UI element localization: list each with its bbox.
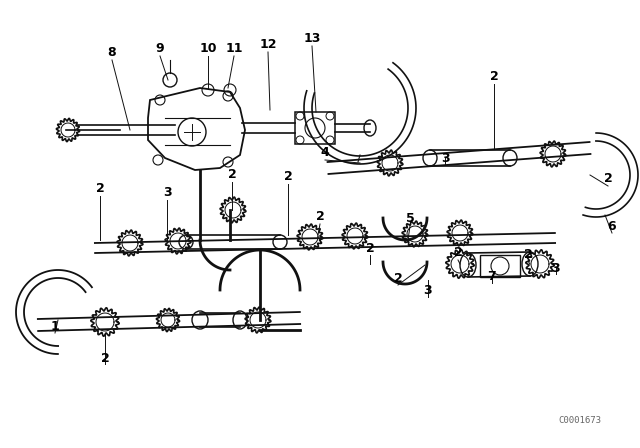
Text: 2: 2 [284, 169, 292, 182]
Text: 2: 2 [604, 172, 612, 185]
Text: 4: 4 [321, 146, 330, 159]
Text: 7: 7 [488, 270, 497, 283]
Text: 9: 9 [156, 42, 164, 55]
Text: 3: 3 [424, 284, 432, 297]
Text: 3: 3 [163, 185, 172, 198]
Text: 3: 3 [441, 151, 449, 164]
Text: 2: 2 [365, 241, 374, 254]
Bar [295, 112, 335, 144]
Text: 8: 8 [108, 46, 116, 59]
Text: 2: 2 [316, 210, 324, 223]
Text: 2: 2 [228, 168, 236, 181]
Text: 2: 2 [100, 352, 109, 365]
Text: 13: 13 [303, 31, 321, 44]
Text: C0001673: C0001673 [559, 415, 602, 425]
Text: 11: 11 [225, 42, 243, 55]
Bar [480, 255, 520, 277]
Text: 2: 2 [95, 181, 104, 194]
Text: 10: 10 [199, 42, 217, 55]
Text: 2: 2 [490, 69, 499, 82]
Text: 5: 5 [406, 211, 414, 224]
Text: 1: 1 [51, 319, 60, 332]
Text: 2: 2 [524, 247, 532, 260]
Text: 12: 12 [259, 38, 276, 51]
Text: 3: 3 [552, 262, 560, 275]
Text: 6: 6 [608, 220, 616, 233]
Text: 2: 2 [394, 271, 403, 284]
Text: 2: 2 [454, 246, 462, 258]
